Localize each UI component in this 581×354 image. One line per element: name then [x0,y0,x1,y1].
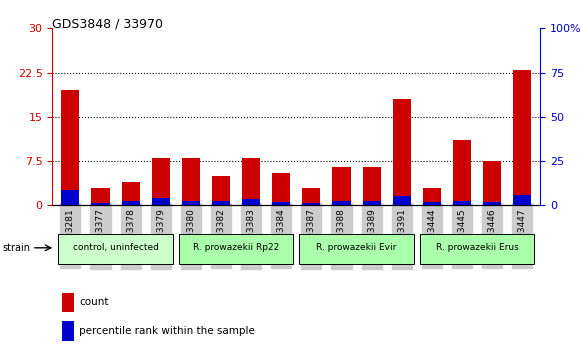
Bar [332,201,350,205]
Bar [393,196,411,205]
Bar [483,202,501,205]
Bar [513,195,531,205]
Bar [91,202,110,205]
Bar [212,176,230,205]
Bar [272,173,290,205]
Bar [363,201,381,205]
Bar [62,190,80,205]
Text: R. prowazekii Evir: R. prowazekii Evir [317,243,397,252]
Bar [152,158,170,205]
Bar [423,188,441,205]
Bar [302,188,320,205]
Text: count: count [79,297,109,307]
FancyBboxPatch shape [420,234,535,264]
Text: R. prowazekii Rp22: R. prowazekii Rp22 [193,243,279,252]
Bar [272,202,290,205]
Bar [182,158,200,205]
Bar [423,202,441,205]
Bar [302,202,320,205]
Bar [182,201,200,205]
Bar [212,201,230,205]
Bar [62,293,74,312]
FancyBboxPatch shape [179,234,293,264]
Bar [242,199,260,205]
Text: GDS3848 / 33970: GDS3848 / 33970 [52,18,163,31]
Text: R. prowazekii Erus: R. prowazekii Erus [436,243,518,252]
Bar [91,188,110,205]
Bar [152,198,170,205]
Bar [242,158,260,205]
Bar [453,141,471,205]
Text: strain: strain [3,243,31,253]
FancyBboxPatch shape [299,234,414,264]
Text: percentile rank within the sample: percentile rank within the sample [79,326,255,336]
Bar [332,167,350,205]
Bar [121,182,139,205]
Text: control, uninfected: control, uninfected [73,243,159,252]
Bar [62,90,80,205]
Bar [121,201,139,205]
Bar [483,161,501,205]
Bar [513,70,531,205]
FancyBboxPatch shape [58,234,173,264]
Bar [453,201,471,205]
Bar [62,321,74,341]
Bar [393,99,411,205]
Bar [363,167,381,205]
